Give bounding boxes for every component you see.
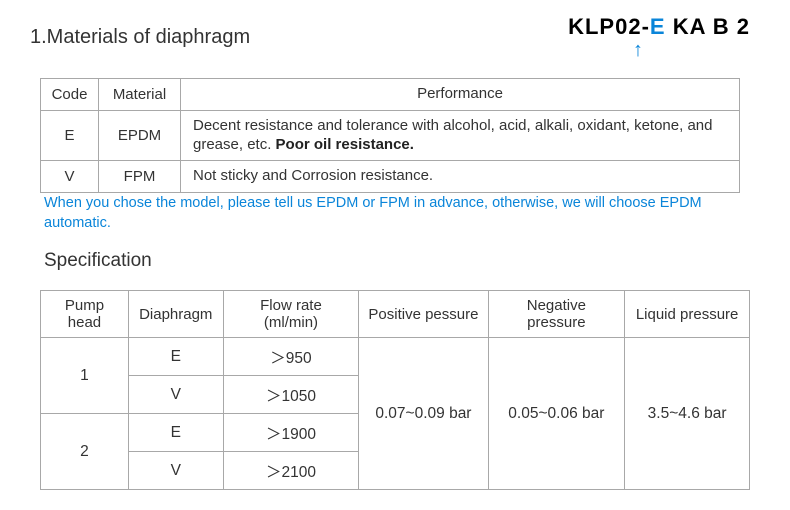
cell-diaphragm: E xyxy=(128,338,223,376)
header-diaphragm: Diaphragm xyxy=(128,291,223,338)
table-header-row: Code Material Performance xyxy=(41,79,740,111)
cell-code: E xyxy=(41,110,99,161)
cell-material: FPM xyxy=(99,161,181,193)
section-title-specification: Specification xyxy=(44,250,152,272)
cell-flow-rate: ＞950 xyxy=(223,338,359,376)
cell-flow-rate: ＞2100 xyxy=(223,452,359,490)
cell-negative-pressure: 0.05~0.06 bar xyxy=(488,338,625,490)
table-header-row: Pump head Diaphragm Flow rate (ml/min) P… xyxy=(41,291,750,338)
cell-diaphragm: V xyxy=(128,452,223,490)
cell-performance: Not sticky and Corrosion resistance. xyxy=(181,161,740,193)
cell-code: V xyxy=(41,161,99,193)
header-flow-rate: Flow rate (ml/min) xyxy=(223,291,359,338)
header-performance: Performance xyxy=(181,79,740,111)
performance-text: Decent resistance and tolerance with alc… xyxy=(193,117,712,153)
header-code: Code xyxy=(41,79,99,111)
header-pump-head: Pump head xyxy=(41,291,129,338)
cell-pump-head: 1 xyxy=(41,338,129,414)
header-positive-pressure: Positive pessure xyxy=(359,291,488,338)
cell-material: EPDM xyxy=(99,110,181,161)
cell-diaphragm: E xyxy=(128,414,223,452)
section-title-materials: 1.Materials of diaphragm xyxy=(30,26,250,49)
cell-diaphragm: V xyxy=(128,376,223,414)
arrow-up-icon: ↑ xyxy=(633,40,643,60)
cell-performance: Decent resistance and tolerance with alc… xyxy=(181,110,740,161)
cell-positive-pressure: 0.07~0.09 bar xyxy=(359,338,488,490)
header-negative-pressure: Negative pressure xyxy=(488,291,625,338)
performance-bold: Poor oil resistance. xyxy=(276,136,414,153)
cell-liquid-pressure: 3.5~4.6 bar xyxy=(625,338,750,490)
materials-table: Code Material Performance E EPDM Decent … xyxy=(40,78,740,193)
header-material: Material xyxy=(99,79,181,111)
table-row: 1 E ＞950 0.07~0.09 bar 0.05~0.06 bar 3.5… xyxy=(41,338,750,376)
specification-table: Pump head Diaphragm Flow rate (ml/min) P… xyxy=(40,290,750,490)
cell-flow-rate: ＞1900 xyxy=(223,414,359,452)
table-row: E EPDM Decent resistance and tolerance w… xyxy=(41,110,740,161)
cell-pump-head: 2 xyxy=(41,414,129,490)
model-code-highlight: E xyxy=(650,14,666,39)
cell-flow-rate: ＞1050 xyxy=(223,376,359,414)
model-code-prefix: KLP02- xyxy=(568,14,650,39)
performance-text: Not sticky and Corrosion resistance. xyxy=(193,167,433,184)
note-text: When you chose the model, please tell us… xyxy=(44,194,734,233)
model-code-label: KLP02-E KA B 2 xyxy=(568,14,750,40)
table-row: V FPM Not sticky and Corrosion resistanc… xyxy=(41,161,740,193)
header-liquid-pressure: Liquid pressure xyxy=(625,291,750,338)
model-code-suffix: KA B 2 xyxy=(666,14,750,39)
